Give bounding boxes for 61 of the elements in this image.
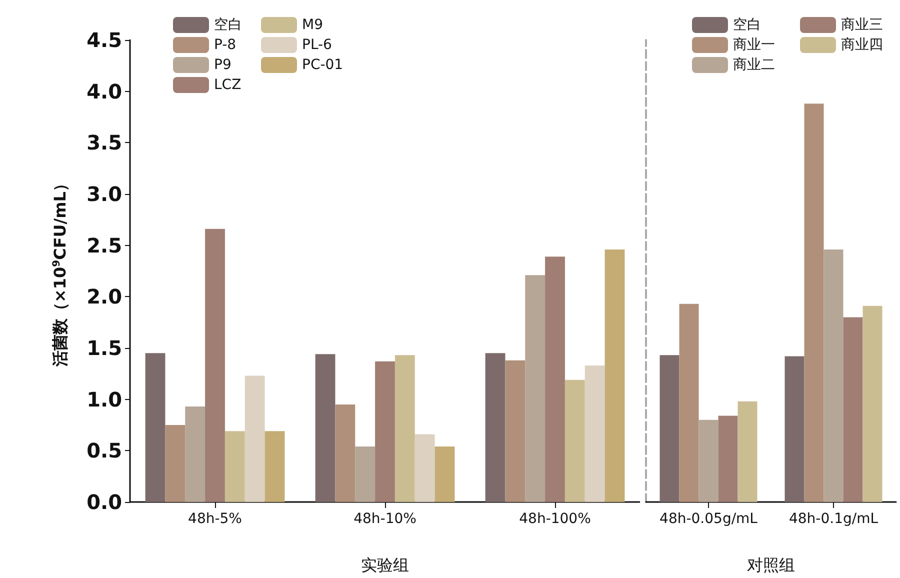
- bar: [505, 360, 526, 502]
- bar: [315, 354, 336, 502]
- y-tick-label: 2.0: [86, 284, 122, 309]
- bar: [804, 104, 824, 502]
- x-tick-label: 48h-5%: [188, 511, 242, 527]
- bar: [244, 376, 265, 502]
- bar: [862, 306, 882, 502]
- legend-label: 空白: [733, 17, 761, 33]
- bar: [205, 228, 225, 502]
- bar: [414, 434, 435, 502]
- bar: [264, 431, 285, 502]
- y-tick-label: 4.0: [86, 79, 122, 104]
- bar: [165, 425, 186, 502]
- bar: [824, 249, 844, 502]
- y-tick-label: 3.0: [86, 182, 122, 206]
- bar: [185, 406, 206, 502]
- bar: [434, 446, 455, 502]
- y-tick-label: 2.5: [86, 233, 122, 258]
- x-tick-label: 48h-100%: [519, 511, 591, 527]
- bar: [564, 380, 585, 502]
- bar: [145, 353, 166, 502]
- bar: [525, 275, 546, 502]
- bar: [718, 416, 738, 502]
- legend-label: PC-01: [302, 57, 344, 73]
- bar: [843, 317, 863, 502]
- x-tick-label: 48h-10%: [354, 511, 416, 527]
- bar: [784, 356, 804, 502]
- bar: [698, 420, 718, 502]
- legend-label: P9: [214, 57, 232, 73]
- y-tick-label: 4.5: [86, 28, 122, 52]
- legend-label: LCZ: [214, 77, 242, 93]
- y-tick-label: 0.0: [86, 490, 122, 514]
- legend-label: 商业四: [841, 37, 883, 53]
- legend-label: M9: [302, 17, 323, 33]
- bar: [355, 446, 376, 502]
- y-tick-label: 1.0: [86, 387, 122, 412]
- bar: [679, 304, 699, 502]
- bar: [375, 361, 395, 502]
- bar: [584, 365, 605, 502]
- bar: [738, 401, 758, 502]
- legend-label: 商业二: [733, 57, 775, 73]
- y-tick-label: 0.5: [86, 438, 122, 463]
- y-axis-title: 活菌数（×109CFU/mL）: [50, 176, 70, 368]
- bar: [604, 249, 625, 502]
- bar: [224, 431, 245, 502]
- legend-label: P-8: [214, 37, 236, 53]
- legend-label: PL-6: [302, 37, 332, 53]
- x-axis-title: 实验组: [361, 556, 409, 574]
- y-tick-label: 1.5: [86, 336, 122, 360]
- bar: [335, 404, 356, 502]
- legend-label: 商业三: [841, 17, 883, 33]
- legend-label: 商业一: [733, 37, 775, 53]
- x-tick-label: 48h-0.1g/mL: [788, 511, 878, 527]
- bar: [485, 353, 506, 502]
- y-tick-label: 3.5: [86, 130, 122, 155]
- legend-label: 空白: [214, 17, 242, 33]
- bar: [660, 355, 680, 502]
- x-tick-label: 48h-0.05g/mL: [660, 511, 758, 527]
- bar: [394, 355, 415, 502]
- x-axis-title: 对照组: [747, 556, 795, 574]
- bar: [545, 256, 565, 502]
